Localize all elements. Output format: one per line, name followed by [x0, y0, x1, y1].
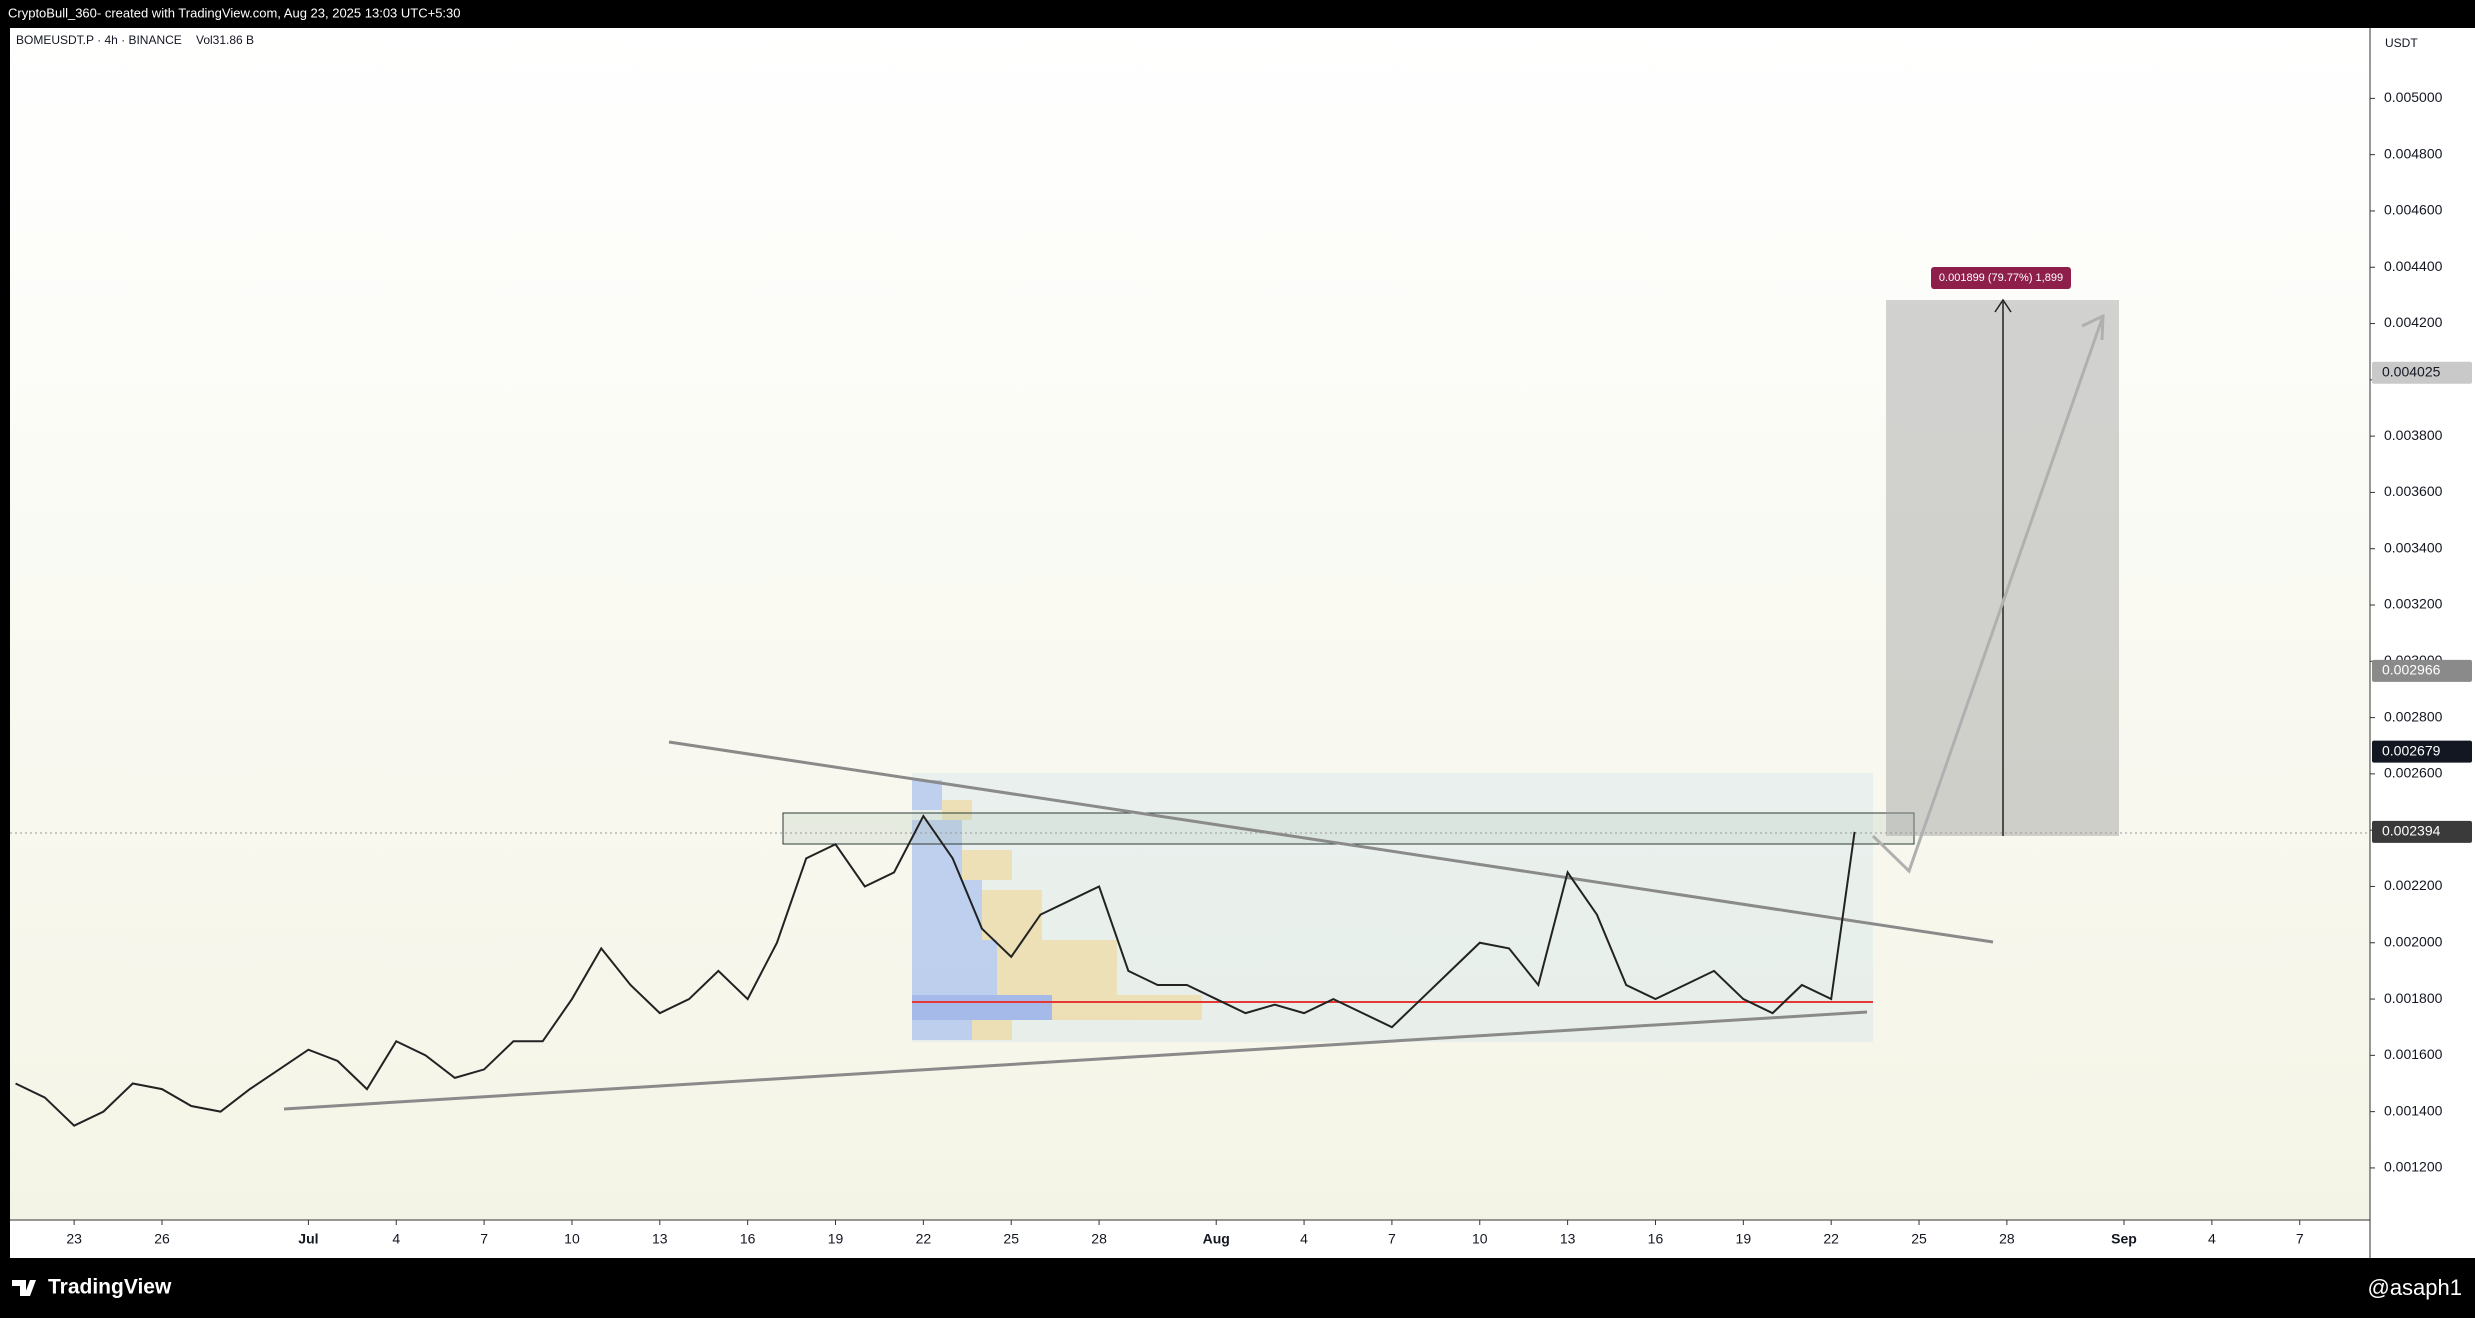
x-tick-label: 28 — [1999, 1231, 2015, 1247]
y-tick-label: 0.003200 — [2384, 596, 2443, 612]
x-tick-label: 7 — [2296, 1231, 2304, 1247]
price-line — [15, 814, 1856, 1127]
brand: TradingView — [48, 1276, 172, 1299]
volume: Vol31.86 B — [196, 33, 254, 47]
y-tick-label: 0.003800 — [2384, 427, 2443, 443]
trend-line — [283, 1010, 1868, 1111]
x-tick-label: 22 — [1823, 1231, 1839, 1247]
projection — [1871, 313, 2105, 874]
price-tag — [2372, 820, 2472, 843]
x-tick-label: 13 — [652, 1231, 668, 1247]
time-axis — [10, 1220, 2370, 1258]
x-tick-label: Aug — [1203, 1231, 1230, 1247]
caption: CryptoBull_360- created with TradingView… — [8, 5, 461, 20]
symbol: BOMEUSDT.P · 4h · BINANCE — [16, 33, 182, 47]
y-tick-label: 0.004200 — [2384, 314, 2443, 330]
measure-label: 0.001899 (79.77%) 1,899 — [1939, 272, 2063, 284]
x-tick-label: 13 — [1560, 1231, 1576, 1247]
top-bar — [0, 0, 2475, 28]
x-tick-label: 26 — [154, 1231, 170, 1247]
y-tick-label: 0.001400 — [2384, 1102, 2443, 1118]
price-tag — [2372, 659, 2472, 682]
x-tick-label: Sep — [2111, 1231, 2137, 1247]
y-tick-label: 0.004600 — [2384, 202, 2443, 218]
x-tick-label: 4 — [2208, 1231, 2216, 1247]
measure-label-bg — [1931, 267, 2071, 289]
x-tick-label: 7 — [1388, 1231, 1396, 1247]
price-tag-label: 0.002966 — [2382, 662, 2441, 678]
x-tick-label: 19 — [828, 1231, 844, 1247]
price-tag-label: 0.004025 — [2382, 363, 2441, 379]
y-tick-label: 0.001600 — [2384, 1046, 2443, 1062]
price-tag-label: 0.002679 — [2382, 742, 2441, 758]
x-tick-label: 23 — [66, 1231, 82, 1247]
x-tick-label: 10 — [1472, 1231, 1488, 1247]
y-tick-label: 0.002200 — [2384, 877, 2443, 893]
price-tag-label: 0.002394 — [2382, 823, 2441, 839]
x-tick-label: 10 — [564, 1231, 580, 1247]
user: @asaph1 — [2367, 1275, 2462, 1300]
measure-arrowhead — [1994, 298, 2012, 313]
y-tick-label: 0.005000 — [2384, 89, 2443, 105]
x-tick-label: 19 — [1736, 1231, 1752, 1247]
y-tick-label: 0.001200 — [2384, 1159, 2443, 1175]
y-tick-label: 0.002000 — [2384, 933, 2443, 949]
tv-logo — [12, 1280, 36, 1296]
x-tick-label: 25 — [1911, 1231, 1927, 1247]
y-tick-label: 0.004800 — [2384, 145, 2443, 161]
y-tick-label: 0.002600 — [2384, 765, 2443, 781]
y-tick-label: 0.001800 — [2384, 990, 2443, 1006]
price-axis — [2370, 28, 2475, 1258]
currency: USDT — [2385, 36, 2418, 50]
volume-profile — [912, 780, 1202, 1040]
x-tick-label: 25 — [1003, 1231, 1019, 1247]
x-tick-label: Jul — [298, 1231, 318, 1247]
y-tick-label: 0.002800 — [2384, 708, 2443, 724]
price-tag — [2372, 740, 2472, 763]
trend-line — [668, 740, 1994, 944]
y-tick-label: 0.004400 — [2384, 258, 2443, 274]
x-tick-label: 22 — [916, 1231, 932, 1247]
x-tick-label: 28 — [1091, 1231, 1107, 1247]
zone — [782, 812, 1915, 845]
y-tick-label: 0.003600 — [2384, 483, 2443, 499]
x-tick-label: 4 — [392, 1231, 400, 1247]
x-tick-label: 4 — [1300, 1231, 1308, 1247]
x-tick-label: 7 — [480, 1231, 488, 1247]
plot-area — [10, 28, 2370, 1220]
x-tick-label: 16 — [740, 1231, 756, 1247]
bottom-bar — [0, 1258, 2475, 1318]
y-tick-label: 0.003400 — [2384, 539, 2443, 555]
x-tick-label: 16 — [1648, 1231, 1664, 1247]
price-tag — [2372, 361, 2472, 384]
